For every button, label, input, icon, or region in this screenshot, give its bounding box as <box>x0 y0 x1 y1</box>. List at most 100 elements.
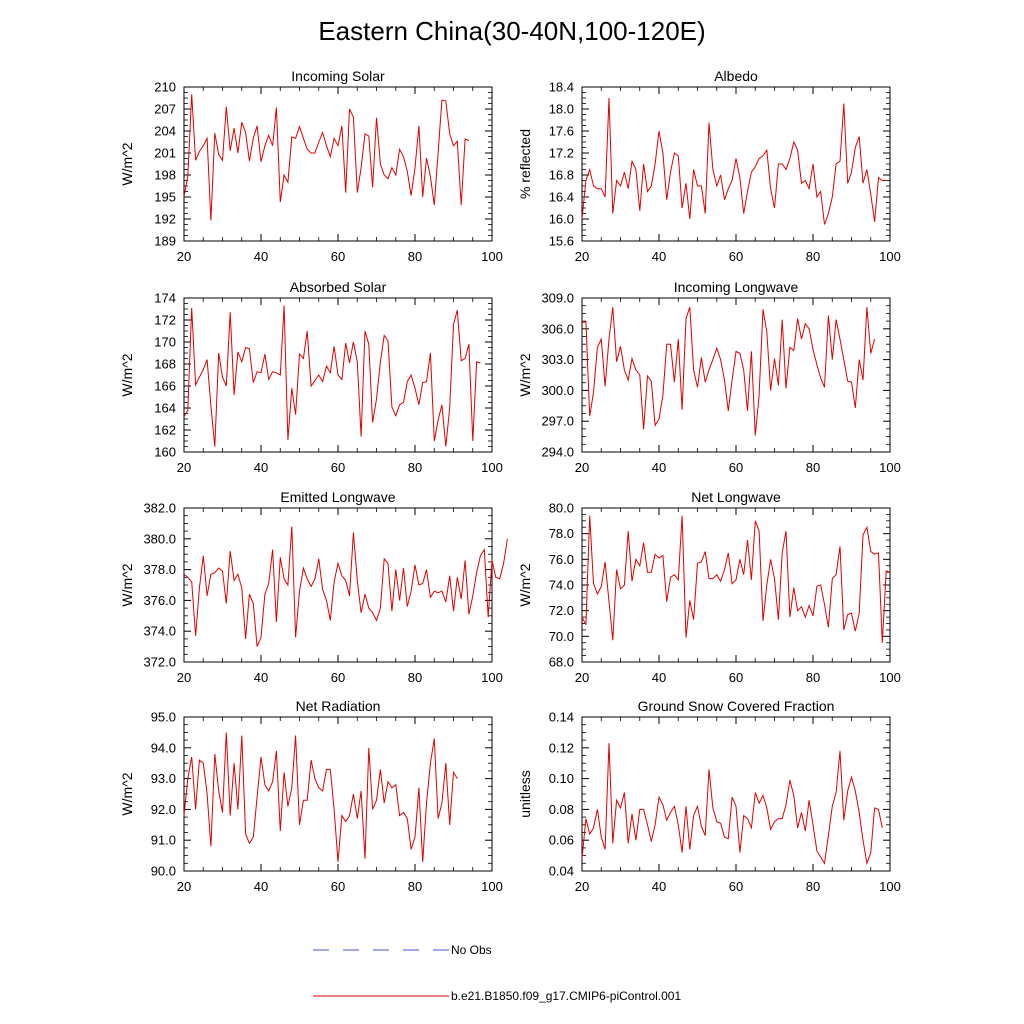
series-line <box>183 94 470 221</box>
x-tick-label: 20 <box>575 249 589 264</box>
legend: No Obs b.e21.B1850.f09_g17.CMIP6-piContr… <box>313 943 681 1003</box>
x-tick-label: 60 <box>331 460 345 475</box>
series-line <box>581 307 876 436</box>
panel-4: Incoming Longwave W/m^2 294.0 297.0 300.0 303… <box>517 279 901 475</box>
y-tick-label: 189 <box>154 234 176 249</box>
y-tick-label: 91.0 <box>151 833 176 848</box>
legend-obs-label: No Obs <box>451 943 492 957</box>
y-tick-label: 303.0 <box>541 352 574 367</box>
panel-5: Emitted Longwave W/m^2 372.0 374.0 376.0 378.… <box>119 489 508 685</box>
x-tick-label: 100 <box>879 249 901 264</box>
y-tick-label: 306.0 <box>541 321 574 336</box>
x-tick-label: 40 <box>652 879 666 894</box>
plot-frame <box>183 507 493 663</box>
x-tick-label: 60 <box>729 879 743 894</box>
y-tick-label: 16.0 <box>549 212 574 227</box>
y-axis-label: W/m^2 <box>119 772 135 815</box>
y-tick-label: 15.6 <box>549 234 574 249</box>
x-tick-label: 60 <box>331 249 345 264</box>
x-tick-label: 80 <box>806 879 820 894</box>
y-tick-label: 16.4 <box>549 190 574 205</box>
y-axis-label: W/m^2 <box>517 353 533 396</box>
y-tick-label: 92.0 <box>151 802 176 817</box>
plot-frame <box>581 297 891 453</box>
x-tick-label: 20 <box>575 879 589 894</box>
x-tick-label: 40 <box>652 670 666 685</box>
x-tick-label: 100 <box>481 249 503 264</box>
y-tick-label: 297.0 <box>541 414 574 429</box>
y-tick-label: 294.0 <box>541 445 574 460</box>
panel-title: Absorbed Solar <box>290 279 387 295</box>
panel-2: Albedo % reflected 15.6 16.0 16.4 16.8 17.2 17.… <box>517 68 901 264</box>
y-tick-label: 207 <box>154 102 176 117</box>
x-tick-label: 100 <box>879 460 901 475</box>
x-tick-label: 20 <box>177 670 191 685</box>
panel-title: Net Longwave <box>691 489 781 505</box>
y-tick-label: 300.0 <box>541 383 574 398</box>
x-tick-label: 40 <box>254 249 268 264</box>
y-tick-label: 0.08 <box>549 802 574 817</box>
y-tick-label: 192 <box>154 212 176 227</box>
x-tick-label: 20 <box>177 249 191 264</box>
panel-title: Incoming Solar <box>291 68 385 84</box>
y-tick-label: 162 <box>154 423 176 438</box>
series-line <box>183 305 481 447</box>
y-tick-label: 17.2 <box>549 146 574 161</box>
x-tick-label: 80 <box>408 670 422 685</box>
y-tick-label: 372.0 <box>143 655 176 670</box>
plot-frame <box>183 716 493 872</box>
x-tick-label: 100 <box>481 879 503 894</box>
plot-frame <box>581 716 891 872</box>
y-tick-label: 210 <box>154 80 176 95</box>
y-tick-label: 174 <box>154 291 176 306</box>
panel-7: Net Radiation W/m^2 90.0 91.0 92.0 93.0 94.0 95… <box>119 698 503 894</box>
y-tick-label: 380.0 <box>143 531 176 546</box>
y-tick-label: 18.4 <box>549 80 574 95</box>
panels: Incoming SolarW/m^2189192195198201204207… <box>119 68 901 894</box>
y-tick-label: 170 <box>154 335 176 350</box>
series-line <box>183 732 458 862</box>
x-tick-label: 80 <box>408 249 422 264</box>
y-tick-label: 172 <box>154 313 176 328</box>
x-tick-label: 40 <box>254 879 268 894</box>
y-tick-label: 72.0 <box>549 603 574 618</box>
y-tick-label: 204 <box>154 124 176 139</box>
y-tick-label: 195 <box>154 190 176 205</box>
main-title: Eastern China(30-40N,100-120E) <box>318 16 705 46</box>
x-tick-label: 40 <box>254 460 268 475</box>
plot-frame <box>183 86 493 242</box>
legend-model-label: b.e21.B1850.f09_g17.CMIP6-piControl.001 <box>451 989 681 1003</box>
series-line <box>581 743 883 866</box>
y-axis-label: % reflected <box>517 129 533 199</box>
y-tick-label: 17.6 <box>549 124 574 139</box>
y-tick-label: 376.0 <box>143 593 176 608</box>
x-tick-label: 20 <box>575 670 589 685</box>
x-tick-label: 40 <box>652 460 666 475</box>
y-tick-label: 16.8 <box>549 168 574 183</box>
y-axis-label: W/m^2 <box>119 563 135 606</box>
series-line <box>581 515 891 643</box>
series-line <box>581 97 887 225</box>
panel-title: Albedo <box>714 68 758 84</box>
x-tick-label: 100 <box>481 460 503 475</box>
y-tick-label: 374.0 <box>143 624 176 639</box>
y-tick-label: 382.0 <box>143 501 176 516</box>
y-tick-label: 93.0 <box>151 771 176 786</box>
y-tick-label: 0.04 <box>549 864 574 879</box>
x-tick-label: 60 <box>729 249 743 264</box>
y-tick-label: 70.0 <box>549 629 574 644</box>
y-tick-label: 74.0 <box>549 578 574 593</box>
panel-title: Emitted Longwave <box>280 489 395 505</box>
y-tick-label: 198 <box>154 168 176 183</box>
y-tick-label: 309.0 <box>541 291 574 306</box>
y-tick-label: 94.0 <box>151 740 176 755</box>
series-line <box>183 526 508 647</box>
y-axis-label: unitless <box>517 770 533 817</box>
y-tick-label: 78.0 <box>549 526 574 541</box>
y-tick-label: 164 <box>154 401 176 416</box>
panel-title: Ground Snow Covered Fraction <box>638 698 835 714</box>
y-axis-label: W/m^2 <box>517 563 533 606</box>
x-tick-label: 80 <box>806 670 820 685</box>
y-axis-label: W/m^2 <box>119 142 135 185</box>
